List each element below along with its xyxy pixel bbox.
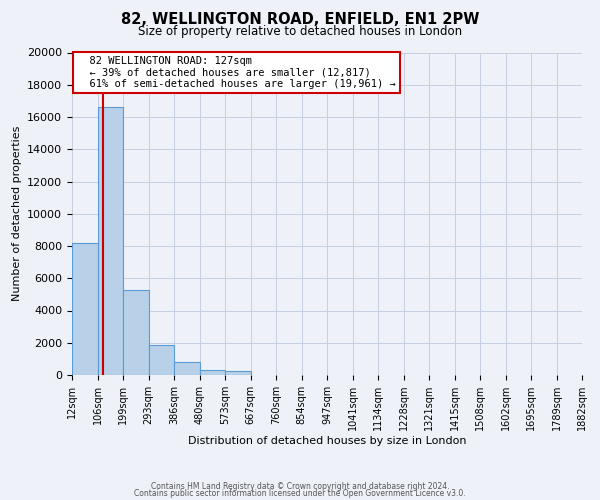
Bar — [200, 370, 225, 375]
Text: 82 WELLINGTON ROAD: 127sqm
  ← 39% of detached houses are smaller (12,817)
  61%: 82 WELLINGTON ROAD: 127sqm ← 39% of deta… — [77, 56, 396, 89]
Text: Contains public sector information licensed under the Open Government Licence v3: Contains public sector information licen… — [134, 489, 466, 498]
Bar — [72, 243, 98, 375]
Bar — [123, 290, 149, 375]
Bar — [225, 371, 251, 375]
Bar — [174, 362, 200, 375]
Bar — [149, 345, 174, 375]
Text: Size of property relative to detached houses in London: Size of property relative to detached ho… — [138, 25, 462, 38]
Text: Contains HM Land Registry data © Crown copyright and database right 2024.: Contains HM Land Registry data © Crown c… — [151, 482, 449, 491]
Bar — [98, 108, 123, 375]
X-axis label: Distribution of detached houses by size in London: Distribution of detached houses by size … — [188, 436, 466, 446]
Text: 82, WELLINGTON ROAD, ENFIELD, EN1 2PW: 82, WELLINGTON ROAD, ENFIELD, EN1 2PW — [121, 12, 479, 28]
Y-axis label: Number of detached properties: Number of detached properties — [11, 126, 22, 302]
